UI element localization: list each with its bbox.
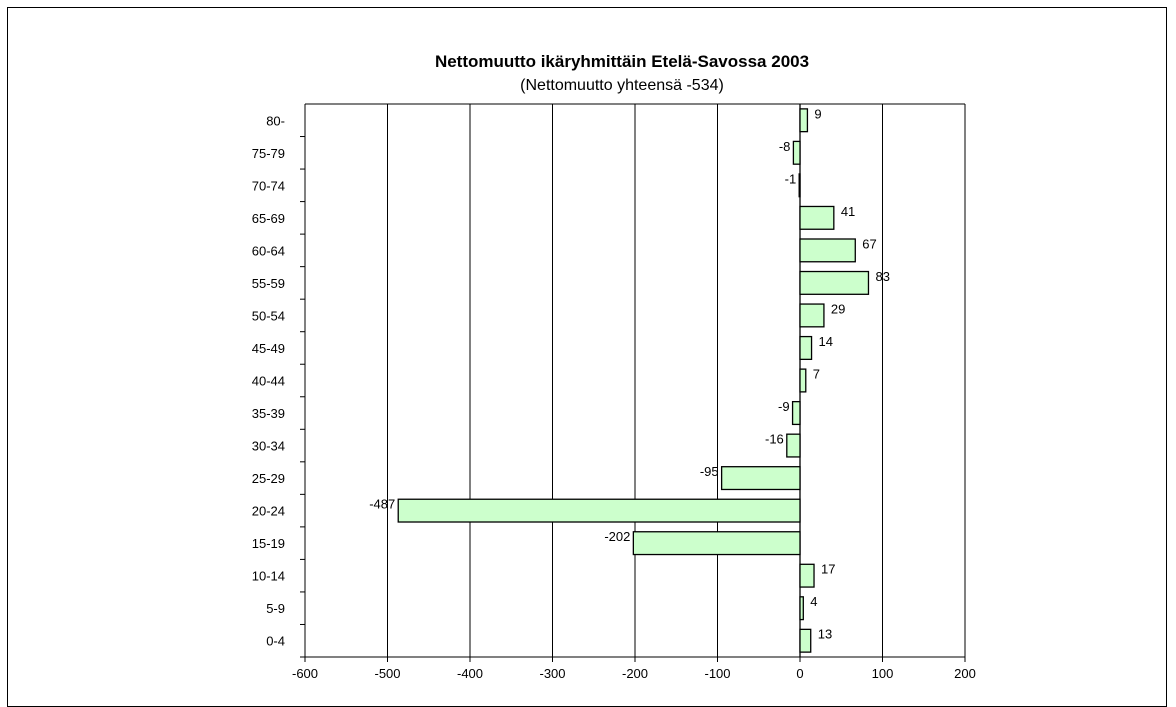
data-label: -8 — [779, 139, 791, 154]
y-tick-label: 35-39 — [252, 406, 285, 421]
chart-area: Nettomuutto ikäryhmittäin Etelä-Savossa … — [252, 52, 976, 681]
y-tick-label: 50-54 — [252, 308, 285, 323]
data-label: 67 — [862, 236, 876, 251]
data-label: 83 — [875, 269, 889, 284]
data-label: 41 — [841, 204, 855, 219]
y-tick-label: 40-44 — [252, 374, 285, 389]
y-tick-label: 80- — [266, 113, 285, 128]
x-tick-label: 100 — [872, 666, 894, 681]
data-label: -487 — [369, 497, 395, 512]
bar — [799, 596, 804, 621]
data-label: -1 — [785, 171, 797, 186]
bar — [791, 400, 801, 426]
bar — [720, 466, 801, 491]
bar — [632, 531, 801, 556]
data-label: 29 — [831, 301, 845, 316]
bar — [799, 108, 809, 133]
bar — [397, 498, 801, 523]
y-tick-label: 65-69 — [252, 211, 285, 226]
bar — [799, 335, 813, 361]
y-tick-label: 20-24 — [252, 504, 285, 519]
data-label: 4 — [810, 594, 817, 609]
x-tick-label: -100 — [704, 666, 730, 681]
data-label: 17 — [821, 562, 835, 577]
y-tick-label: 45-49 — [252, 341, 285, 356]
data-label: 13 — [818, 627, 832, 642]
x-tick-label: -400 — [457, 666, 483, 681]
data-label: 14 — [819, 334, 833, 349]
x-tick-label: 0 — [796, 666, 803, 681]
data-label: -202 — [604, 529, 630, 544]
chart-title: Nettomuutto ikäryhmittäin Etelä-Savossa … — [435, 52, 809, 71]
bar — [799, 368, 807, 393]
chart-frame: Nettomuutto ikäryhmittäin Etelä-Savossa … — [7, 7, 1167, 707]
bar — [799, 205, 835, 230]
y-tick-label: 0-4 — [266, 634, 285, 649]
data-label: 9 — [814, 106, 821, 121]
bar — [799, 238, 856, 263]
y-tick-label: 70-74 — [252, 178, 285, 193]
bar — [799, 270, 870, 295]
bar — [786, 433, 801, 458]
x-tick-label: -300 — [539, 666, 565, 681]
x-tick-label: 200 — [954, 666, 976, 681]
y-tick-label: 10-14 — [252, 569, 285, 584]
bar — [799, 303, 825, 328]
y-tick-label: 55-59 — [252, 276, 285, 291]
data-label: 7 — [813, 367, 820, 382]
data-label: -16 — [765, 432, 784, 447]
y-tick-label: 30-34 — [252, 439, 285, 454]
chart-subtitle: (Nettomuutto yhteensä -534) — [520, 77, 724, 94]
x-tick-label: -200 — [622, 666, 648, 681]
y-tick-label: 15-19 — [252, 536, 285, 551]
y-tick-label: 5-9 — [266, 601, 285, 616]
y-tick-label: 60-64 — [252, 243, 285, 258]
x-tick-label: -600 — [292, 666, 318, 681]
bar — [792, 140, 801, 165]
y-tick-label: 75-79 — [252, 146, 285, 161]
bar — [799, 563, 815, 588]
bar — [798, 173, 801, 198]
y-tick-label: 25-29 — [252, 471, 285, 486]
x-tick-label: -500 — [374, 666, 400, 681]
data-label: -95 — [700, 464, 719, 479]
data-label: -9 — [778, 399, 790, 414]
bar — [799, 628, 812, 653]
